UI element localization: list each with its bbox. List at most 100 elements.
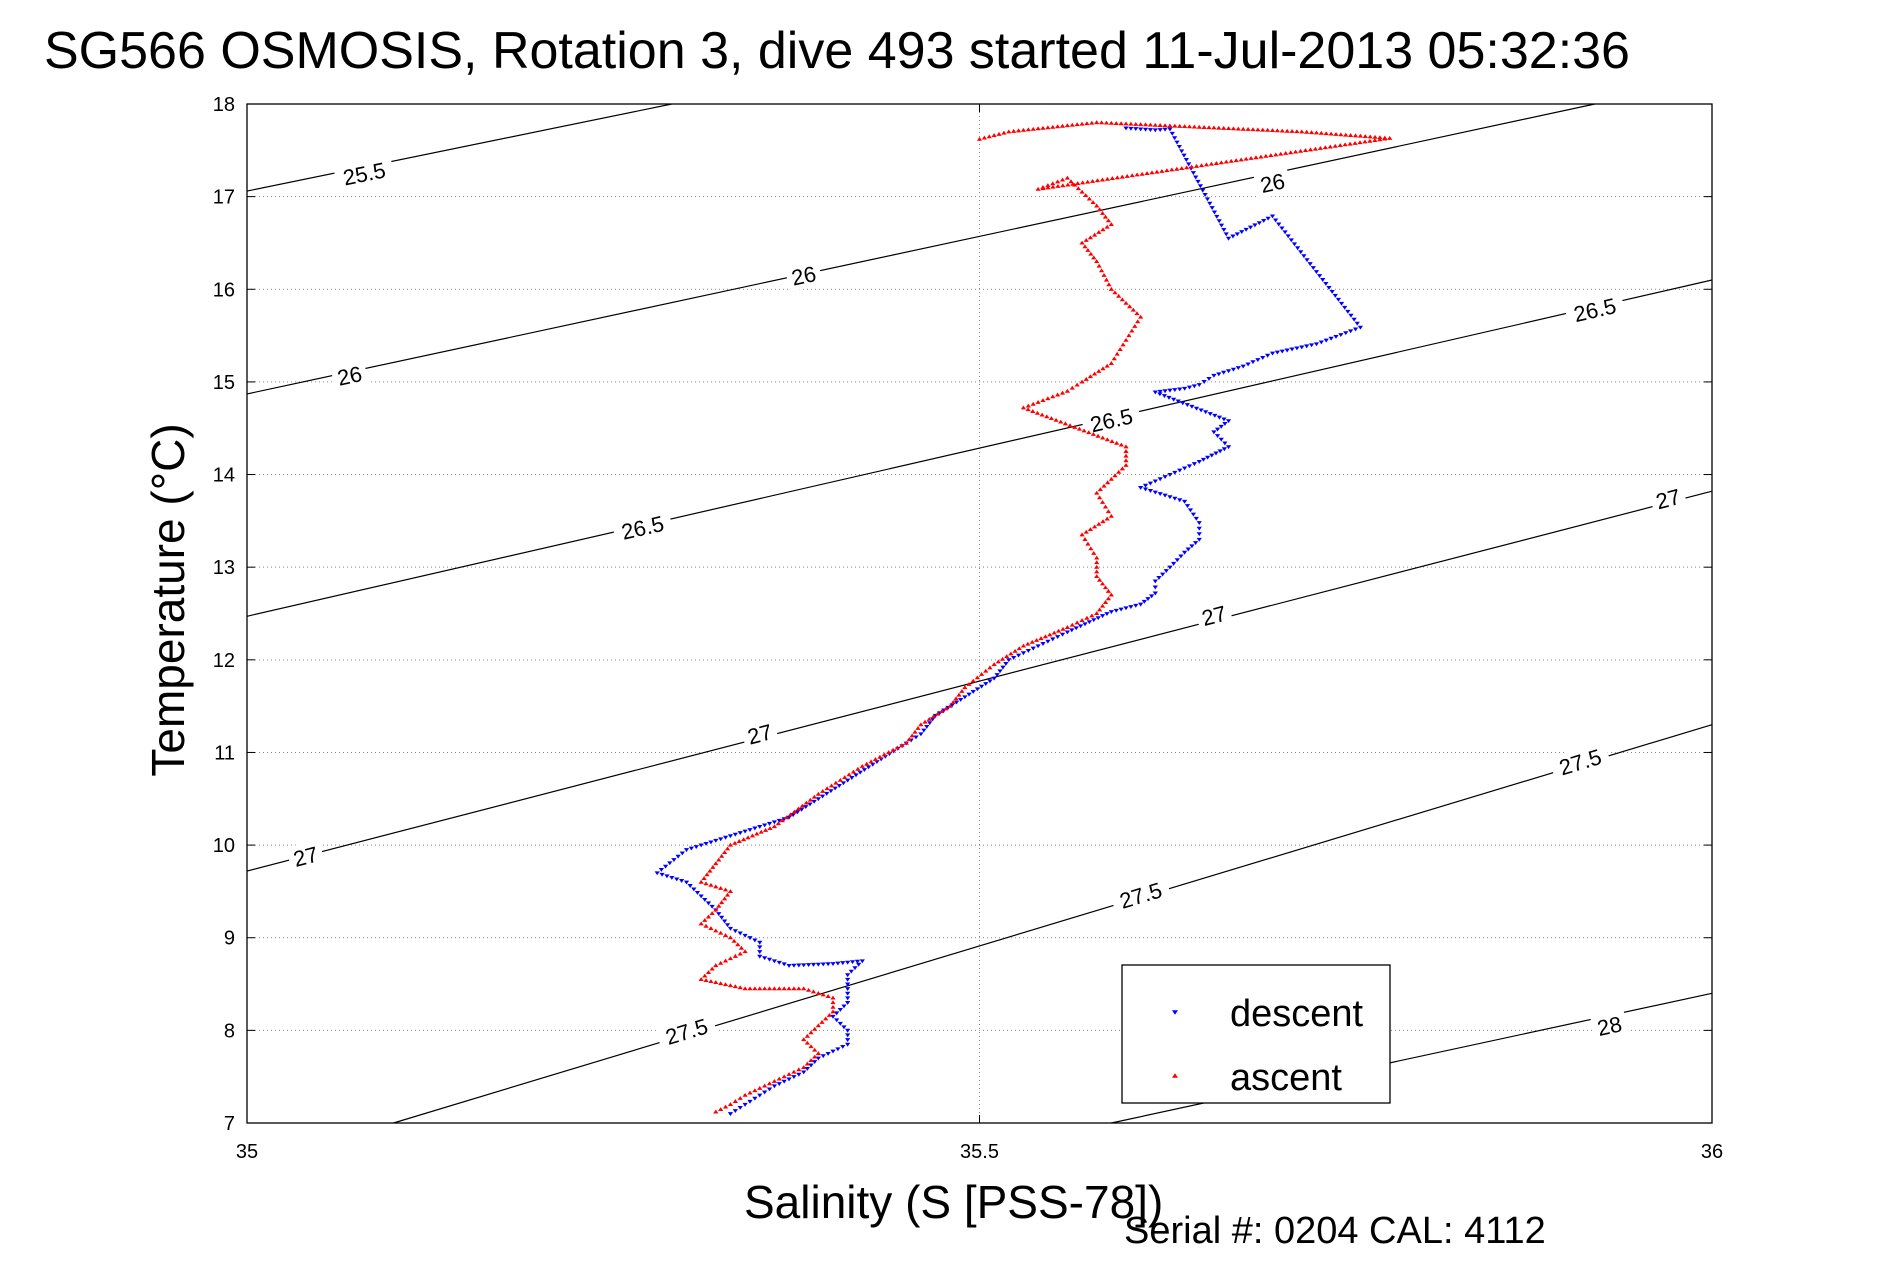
ascent-marker	[1098, 120, 1105, 125]
descent-marker	[1284, 348, 1290, 353]
ascent-marker	[1079, 240, 1085, 245]
y-tick-label: 9	[224, 928, 235, 950]
ascent-marker	[1045, 183, 1051, 188]
descent-marker	[1357, 325, 1363, 330]
descent-marker	[815, 797, 821, 802]
ascent-marker	[922, 719, 928, 724]
descent-marker	[837, 1007, 843, 1012]
ascent-marker	[1102, 504, 1109, 509]
descent-marker	[1073, 626, 1079, 631]
descent-marker	[1204, 197, 1211, 202]
descent-marker	[1294, 346, 1300, 351]
descent-marker	[1189, 544, 1195, 549]
descent-marker	[815, 962, 821, 967]
descent-marker	[747, 828, 753, 832]
ascent-marker	[709, 966, 715, 971]
ascent-marker	[830, 1004, 836, 1009]
ascent-marker	[703, 978, 709, 983]
ascent-marker	[1123, 449, 1129, 453]
descent-marker	[825, 962, 831, 967]
ascent-marker	[708, 882, 714, 887]
contour-label-group: 26	[1253, 166, 1292, 200]
ascent-marker	[799, 803, 805, 808]
ascent-marker	[738, 945, 745, 950]
descent-marker	[1221, 447, 1227, 452]
ascent-marker	[959, 688, 965, 693]
contour-label-group: 25.5	[333, 154, 396, 193]
ascent-marker	[705, 970, 712, 975]
ascent-marker	[1317, 145, 1323, 150]
descent-marker	[1185, 547, 1191, 552]
contour-label: 27.5	[663, 1014, 711, 1050]
ascent-marker	[1203, 162, 1210, 167]
ascent-marker	[811, 794, 817, 799]
descent-marker	[1216, 219, 1222, 224]
ascent-marker	[757, 1085, 763, 1090]
ascent-marker	[804, 1061, 810, 1066]
contour-label-group: 27	[1648, 481, 1688, 516]
ascent-marker	[1102, 600, 1109, 604]
ascent-marker	[1025, 403, 1031, 408]
ascent-marker	[1184, 165, 1190, 170]
descent-marker	[845, 987, 851, 992]
ascent-marker	[1333, 131, 1339, 136]
contour-label: 28	[1595, 1011, 1624, 1041]
descent-marker	[861, 768, 867, 772]
ascent-marker	[747, 1090, 753, 1095]
descent-marker	[840, 781, 847, 786]
descent-marker	[1182, 499, 1188, 504]
ascent-marker	[771, 986, 777, 991]
descent-marker	[683, 848, 690, 853]
ascent-marker	[1050, 394, 1056, 399]
ascent-marker	[1055, 124, 1061, 129]
contour-label-group: 28	[1590, 1009, 1629, 1043]
ascent-marker	[864, 761, 870, 766]
y-tick-label: 12	[213, 650, 235, 672]
descent-marker	[870, 762, 876, 767]
ascent-marker	[1327, 144, 1333, 149]
ascent-marker	[1213, 161, 1219, 165]
ascent-marker	[1015, 128, 1022, 133]
descent-marker	[698, 843, 704, 848]
descent-marker	[757, 1093, 763, 1098]
descent-marker	[1182, 386, 1188, 391]
descent-marker	[820, 1054, 826, 1059]
descent-marker	[669, 875, 675, 880]
ascent-marker	[1133, 121, 1139, 126]
ascent-marker	[978, 672, 985, 676]
ascent-marker	[1053, 417, 1059, 422]
descent-marker	[1225, 369, 1232, 374]
descent-marker	[1348, 329, 1354, 334]
descent-marker	[1223, 232, 1229, 237]
descent-marker	[693, 845, 699, 849]
descent-marker	[737, 831, 743, 836]
ascent-marker	[754, 831, 760, 836]
descent-marker	[1077, 624, 1084, 629]
ascent-marker	[1099, 581, 1106, 586]
ascent-marker	[1025, 407, 1031, 412]
descent-marker	[724, 923, 731, 928]
descent-marker	[654, 871, 660, 876]
descent-marker	[808, 1063, 814, 1068]
ascent-marker	[868, 759, 874, 764]
descent-marker	[1003, 661, 1009, 666]
descent-marker	[766, 1087, 773, 1092]
ascent-marker	[1382, 136, 1388, 141]
ascent-marker	[1048, 416, 1055, 421]
ascent-marker	[1273, 152, 1279, 157]
ascent-marker	[1302, 148, 1309, 153]
ascent-marker	[1308, 130, 1315, 135]
ascent-marker	[1218, 160, 1224, 165]
descent-marker	[1285, 234, 1291, 239]
ascent-marker	[1006, 129, 1012, 134]
descent-marker	[762, 823, 768, 828]
ascent-marker	[1323, 131, 1329, 136]
descent-marker	[1157, 477, 1163, 482]
descent-marker	[757, 954, 763, 959]
descent-marker	[1301, 254, 1307, 259]
descent-marker	[691, 887, 697, 892]
ascent-marker	[991, 662, 997, 667]
ascent-marker	[1099, 499, 1106, 504]
ascent-marker	[801, 986, 807, 991]
descent-marker	[1351, 317, 1357, 322]
